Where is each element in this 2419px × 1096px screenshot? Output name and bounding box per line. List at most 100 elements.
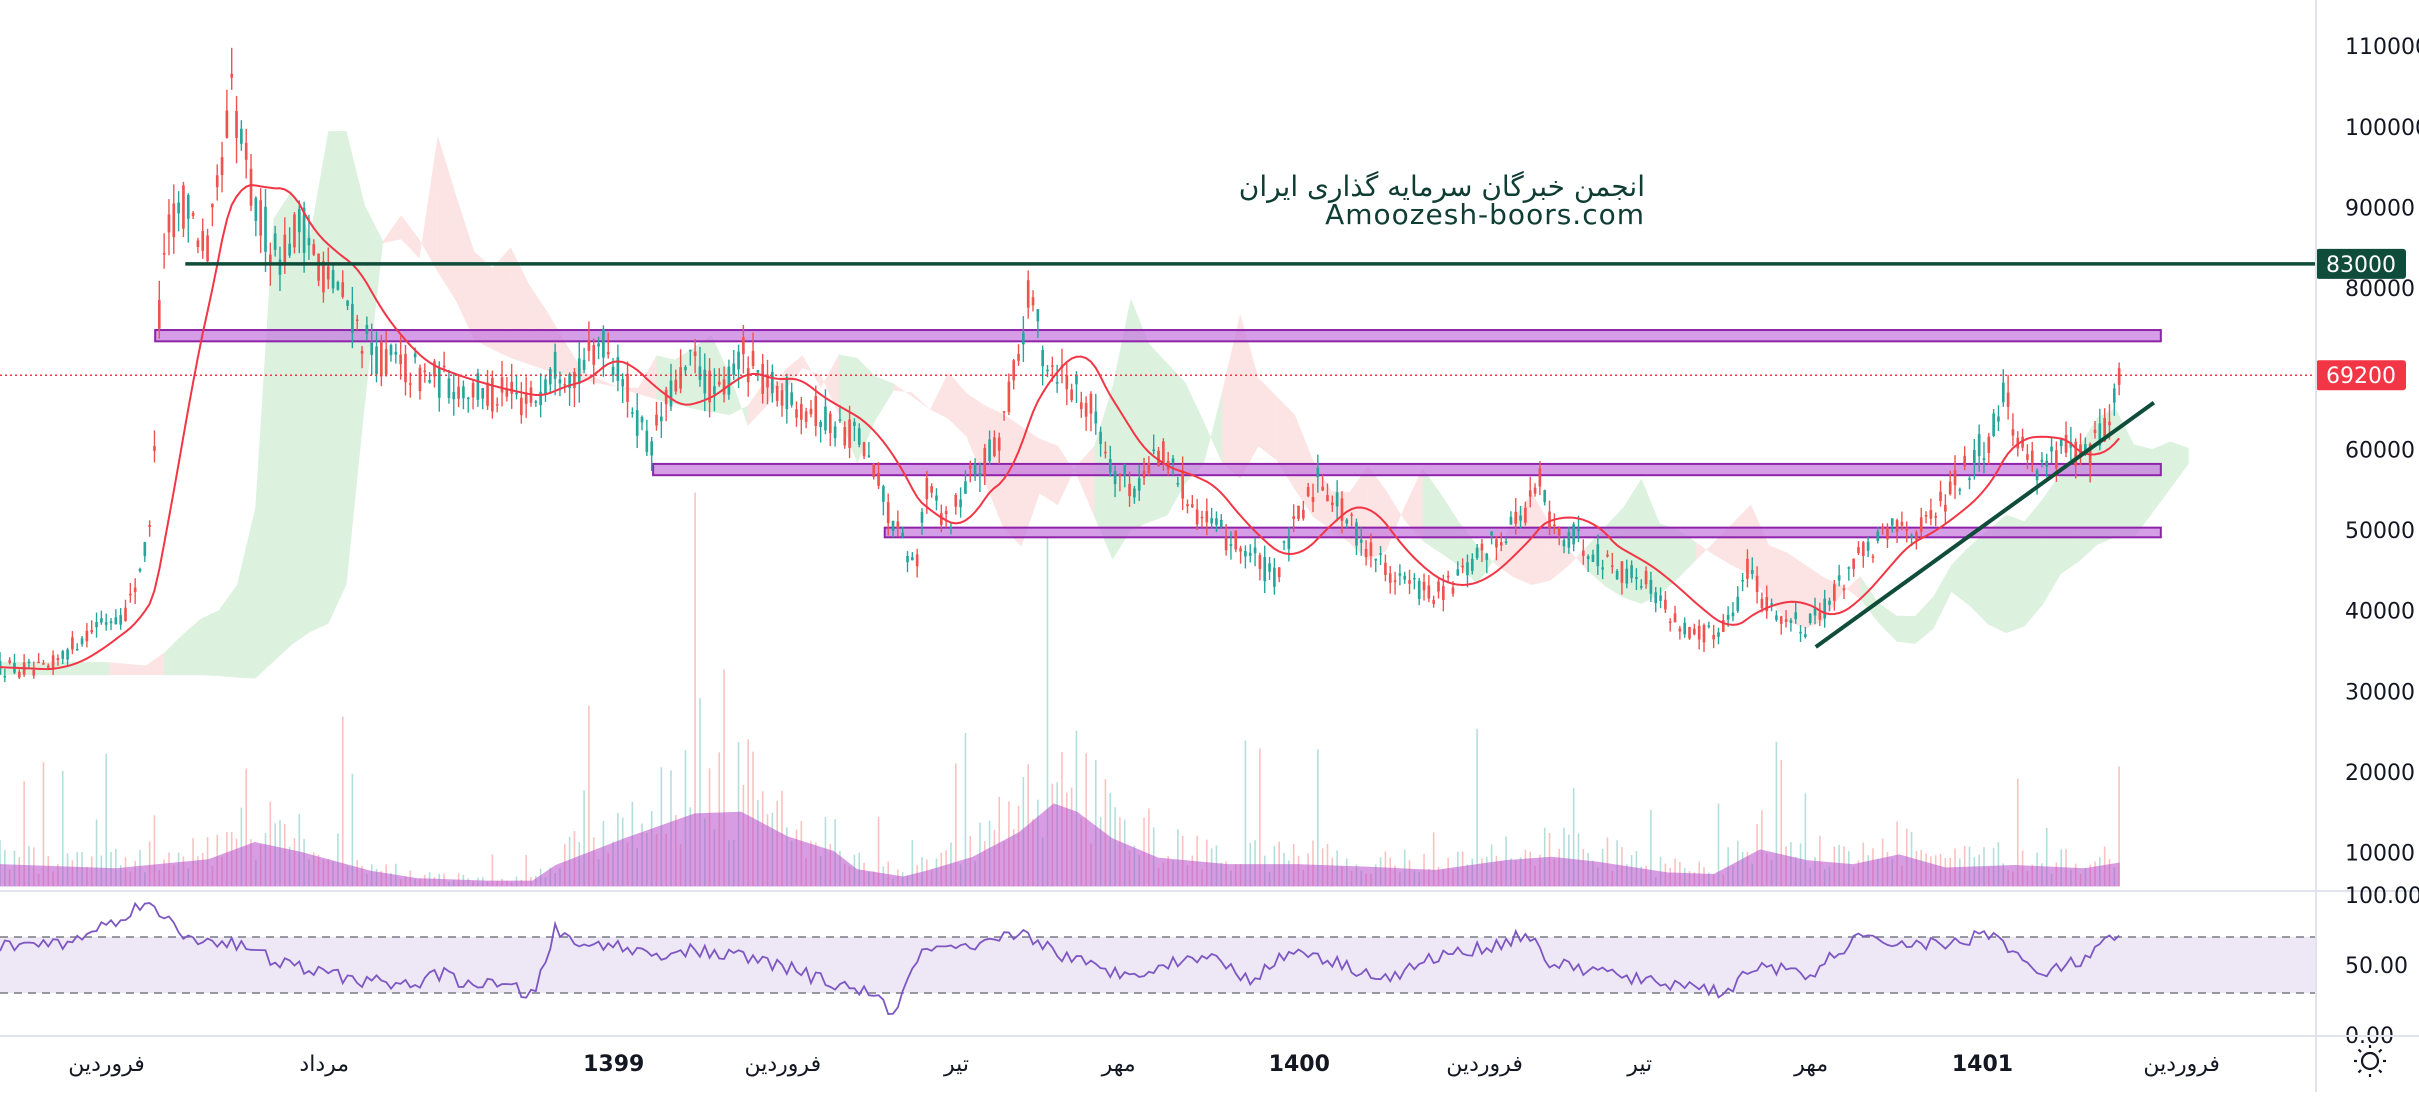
candle-body (1765, 596, 1769, 612)
candle-body (1258, 555, 1262, 569)
horizontal-levels[interactable]: 83000 69200 (0, 248, 2406, 391)
candle-body (1210, 518, 1213, 524)
candle-body (1350, 514, 1353, 516)
candle-body (1022, 332, 1025, 345)
candle-body (1813, 608, 1817, 616)
candle-body (954, 494, 958, 507)
candle-body (1958, 489, 1962, 491)
cloud-segment (182, 618, 201, 676)
candle-body (471, 382, 475, 398)
candle-body (341, 282, 345, 297)
candle-body (2035, 470, 2039, 481)
candle-body (592, 345, 596, 365)
cloud-segment (729, 373, 748, 426)
candle-body (1094, 411, 1098, 424)
cloud-segment (1787, 552, 1806, 629)
zone-2[interactable] (652, 462, 2162, 477)
price-tick-label: 50000 (2345, 519, 2415, 544)
candle-body (1215, 518, 1218, 526)
candle-body (428, 380, 431, 383)
candle-body (1089, 393, 1093, 414)
candle-body (698, 366, 702, 380)
candle-body (1190, 504, 1194, 508)
candle-body (1239, 548, 1242, 552)
cloud-segment (1386, 490, 1405, 552)
watermark-line2: Amoozesh-boors.com (1325, 198, 1645, 231)
candle-body (1128, 483, 1131, 497)
cloud-segment (1878, 602, 1897, 642)
candle-body (983, 448, 987, 476)
candle-body (862, 442, 866, 457)
candle-body (225, 110, 229, 138)
candle-body (660, 416, 663, 422)
candle-body (1939, 491, 1942, 502)
candle-body (1417, 580, 1421, 599)
settings-icon[interactable] (2354, 1045, 2386, 1077)
rising-trendline[interactable] (1814, 401, 2156, 649)
candle-body (1630, 565, 1633, 579)
candle-body (177, 202, 180, 214)
candle-body (1079, 402, 1083, 410)
candle-body (1847, 567, 1851, 569)
zone-3[interactable] (883, 526, 2162, 539)
candle-body (1673, 613, 1677, 622)
candle-body (433, 361, 436, 377)
candle-body (1538, 468, 1542, 487)
candle-body (1997, 416, 2000, 422)
candle-body (172, 203, 176, 238)
candle-body (1543, 490, 1547, 503)
cloud-segment (838, 354, 858, 464)
candle-body (1924, 515, 1928, 517)
cloud-segment (674, 348, 694, 409)
rsi-pane (0, 890, 2419, 1015)
cloud-segment (346, 131, 365, 585)
candle-body (505, 389, 509, 397)
cloud-segment (419, 135, 438, 272)
candle-body (423, 370, 427, 373)
cloud-segment (583, 372, 602, 385)
candle-body (925, 477, 929, 500)
candle-body (297, 208, 301, 233)
candle-body (1142, 470, 1146, 478)
candle-body (1635, 576, 1638, 580)
candle-body (1992, 413, 1995, 436)
zone-1[interactable] (154, 329, 2162, 343)
time-label: فروردین (1446, 1052, 1523, 1077)
candle-body (732, 363, 736, 375)
candle-body (1972, 449, 1976, 464)
cloud-segment (1696, 541, 1715, 561)
candle-body (1736, 596, 1740, 611)
candle-body (1326, 495, 1329, 502)
cloud-segment (620, 387, 639, 394)
trendline-group[interactable] (1814, 401, 2156, 649)
candle-body (365, 324, 369, 335)
candle-body (17, 671, 21, 678)
candle-body (1108, 459, 1112, 473)
candle-body (785, 377, 789, 410)
cloud-segment (528, 284, 548, 371)
support-resistance-zones[interactable] (154, 329, 2162, 539)
candle-body (244, 142, 248, 160)
candle-body (1099, 431, 1102, 444)
candle-body (906, 556, 909, 563)
candle-body (235, 111, 238, 139)
candle-body (804, 411, 808, 422)
rsi-line (0, 901, 2120, 1015)
price-axis: 110000 100000 90000 80000 60000 50000 40000 300… (2315, 0, 2419, 1092)
cloud-segment (1732, 504, 1751, 575)
candle-body (1379, 553, 1382, 555)
candle-body (1678, 628, 1682, 632)
candle-body (56, 658, 60, 661)
candle-body (944, 511, 948, 515)
candle-body (1934, 516, 1938, 518)
candle-body (1311, 497, 1315, 502)
candle-body (2055, 450, 2058, 469)
candle-body (809, 408, 813, 415)
cloud-segment (2006, 514, 2025, 634)
candle-body (1137, 478, 1141, 491)
candle-body (1152, 449, 1156, 452)
candle-body (790, 392, 793, 406)
candle-body (1818, 612, 1822, 620)
candle-body (1026, 280, 1030, 308)
